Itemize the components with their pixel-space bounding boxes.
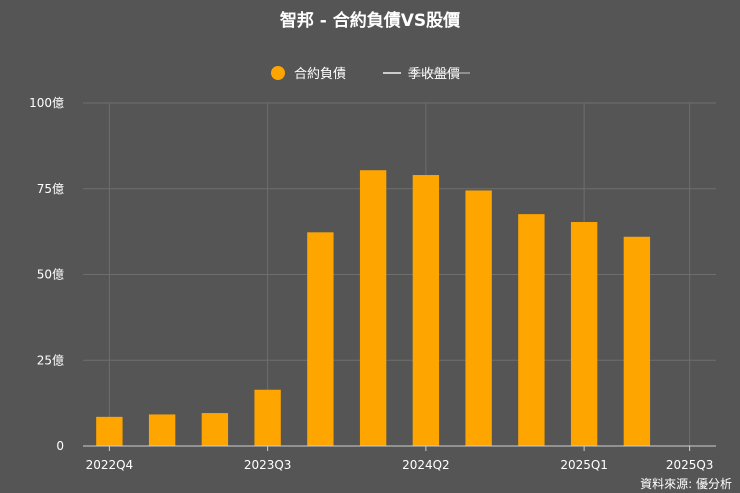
x-axis: 2022Q4 2023Q3 2024Q2 2025Q1 2025Q3 — [83, 445, 716, 472]
y-tick-label: 25億 — [37, 353, 64, 367]
bar[interactable] — [518, 214, 545, 446]
legend-marker-contract-liability — [271, 66, 285, 80]
bar[interactable] — [148, 414, 176, 446]
chart-title: 智邦 - 合約負債VS股價 — [280, 10, 461, 31]
bar[interactable] — [623, 236, 651, 446]
grid — [83, 102, 716, 446]
legend-label-close-price[interactable]: 季收盤價 — [408, 67, 460, 82]
legend-label-contract-liability[interactable]: 合約負債 — [294, 67, 346, 82]
bar[interactable] — [359, 170, 387, 446]
bar[interactable] — [96, 416, 123, 446]
x-tick-label: 2025Q1 — [560, 458, 608, 472]
bars — [96, 170, 651, 446]
y-tick-label: 75億 — [37, 182, 64, 196]
x-tick-label: 2022Q4 — [86, 458, 134, 472]
y-tick-label: 0 — [56, 439, 64, 453]
y-tick-label: 100億 — [29, 96, 64, 110]
bar[interactable] — [465, 190, 492, 446]
source-label: 資料來源: 優分析 — [640, 477, 732, 491]
bar[interactable] — [307, 232, 334, 446]
y-axis: 0 25億 50億 75億 100億 — [29, 96, 64, 453]
bar[interactable] — [570, 222, 598, 446]
x-tick-label: 2023Q3 — [244, 458, 292, 472]
legend[interactable]: 合約負債 季收盤價 — [271, 66, 470, 82]
x-tick-label: 2024Q2 — [402, 458, 450, 472]
y-tick-label: 50億 — [37, 268, 64, 282]
bar[interactable] — [254, 389, 281, 446]
bar[interactable] — [412, 175, 440, 446]
x-tick-label: 2025Q3 — [666, 458, 714, 472]
bar[interactable] — [201, 413, 229, 446]
